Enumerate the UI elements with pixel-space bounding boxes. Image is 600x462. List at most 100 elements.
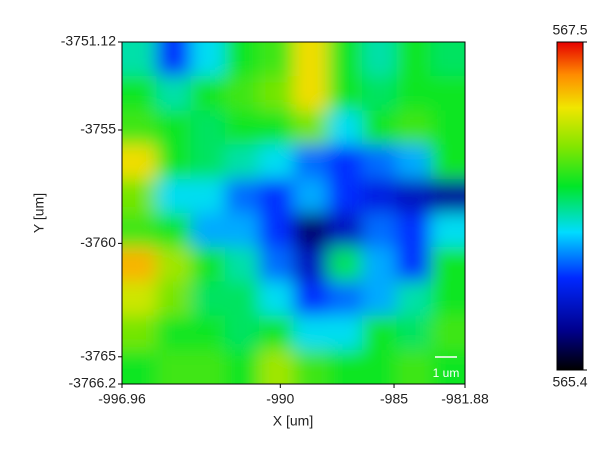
heatmap-cell	[327, 213, 364, 249]
heatmap-cell	[190, 178, 226, 214]
heatmap-cell	[430, 349, 465, 384]
heatmap-cell	[190, 213, 226, 249]
heatmap-cell	[224, 281, 261, 317]
heatmap-cell	[259, 349, 295, 384]
heatmap-cell	[430, 178, 465, 214]
heatmap-cell	[224, 110, 261, 146]
heatmap-cell	[293, 349, 329, 384]
heatmap-cell	[122, 213, 158, 249]
heatmap-cell	[396, 315, 432, 351]
heatmap-cell	[156, 315, 192, 351]
heatmap-cell	[190, 349, 226, 384]
heatmap-cell	[122, 315, 158, 351]
x-tick-label: -985	[380, 391, 408, 407]
heatmap-cell	[293, 76, 329, 112]
heatmap-cell	[224, 213, 261, 249]
heatmap-cell	[156, 144, 192, 180]
heatmap-cell	[293, 281, 329, 317]
x-tick-label: -981.88	[441, 391, 489, 407]
heatmap-cell	[122, 144, 158, 180]
heatmap-cell	[327, 349, 364, 384]
heatmap-cell	[327, 247, 364, 283]
heatmap-cell	[190, 76, 226, 112]
y-axis-label: Y [um]	[31, 193, 47, 233]
heatmap-cell	[430, 76, 465, 112]
heatmap-cell	[122, 247, 158, 283]
heatmap-cell	[122, 281, 158, 317]
heatmap-cell	[224, 349, 261, 384]
heatmap-cell	[430, 247, 465, 283]
heatmap-cell	[396, 42, 432, 78]
heatmap-cell	[122, 178, 158, 214]
heatmap-cell	[190, 42, 226, 78]
heatmap-cell	[190, 281, 226, 317]
colorbar	[556, 41, 584, 371]
heatmap-cell	[430, 42, 465, 78]
heatmap-cell	[293, 213, 329, 249]
y-tick-label: -3766.2	[69, 375, 117, 391]
heatmap-cell	[362, 213, 398, 249]
heatmap-cell	[259, 247, 295, 283]
y-tick-label: -3751.12	[61, 33, 116, 49]
heatmap-cell	[293, 315, 329, 351]
heatmap-cell	[396, 349, 432, 384]
heatmap-cell	[327, 76, 364, 112]
heatmap-cell	[430, 213, 465, 249]
heatmap-cell	[122, 42, 158, 78]
heatmap-cell	[327, 110, 364, 146]
heatmap-cell	[396, 110, 432, 146]
heatmap-cell	[259, 42, 295, 78]
heatmap	[122, 42, 465, 384]
heatmap-cell	[224, 178, 261, 214]
heatmap-cell	[327, 144, 364, 180]
heatmap-cell	[224, 315, 261, 351]
heatmap-cell	[430, 281, 465, 317]
y-tick-label: -3755	[80, 121, 116, 137]
heatmap-cell	[396, 178, 432, 214]
heatmap-cell	[190, 315, 226, 351]
heatmap-cell	[430, 110, 465, 146]
heatmap-cell	[259, 178, 295, 214]
colorbar-tick-label: 567.5	[552, 22, 587, 38]
heatmap-cell	[156, 213, 192, 249]
heatmap-cell	[259, 281, 295, 317]
heatmap-cell	[224, 42, 261, 78]
heatmap-cell	[396, 144, 432, 180]
heatmap-cell	[156, 247, 192, 283]
heatmap-cell	[293, 42, 329, 78]
heatmap-cell	[122, 76, 158, 112]
heatmap-cell	[362, 281, 398, 317]
heatmap-cell	[396, 213, 432, 249]
heatmap-cell	[396, 247, 432, 283]
heatmap-cell	[259, 144, 295, 180]
heatmap-cell	[224, 144, 261, 180]
heatmap-cell	[190, 247, 226, 283]
heatmap-cell	[156, 349, 192, 384]
x-tick-label: -990	[266, 391, 294, 407]
colorbar-tick-label: 565.4	[552, 374, 587, 390]
plot-frame	[121, 41, 466, 385]
heatmap-cell	[362, 178, 398, 214]
heatmap-cell	[362, 349, 398, 384]
scale-bar-label: 1 um	[433, 366, 460, 380]
heatmap-cell	[362, 76, 398, 112]
heatmap-cell	[224, 76, 261, 112]
heatmap-cell	[327, 315, 364, 351]
heatmap-cell	[122, 110, 158, 146]
heatmap-cell	[362, 144, 398, 180]
y-tick-label: -3760	[80, 234, 116, 250]
heatmap-cell	[327, 281, 364, 317]
heatmap-cell	[362, 315, 398, 351]
heatmap-cell	[362, 42, 398, 78]
heatmap-cell	[259, 110, 295, 146]
heatmap-cell	[224, 247, 261, 283]
heatmap-cell	[259, 315, 295, 351]
heatmap-cell	[430, 315, 465, 351]
heatmap-cell	[190, 110, 226, 146]
heatmap-cell	[259, 213, 295, 249]
heatmap-cell	[430, 144, 465, 180]
heatmap-cell	[293, 144, 329, 180]
heatmap-cell	[396, 281, 432, 317]
heatmap-cell	[396, 76, 432, 112]
